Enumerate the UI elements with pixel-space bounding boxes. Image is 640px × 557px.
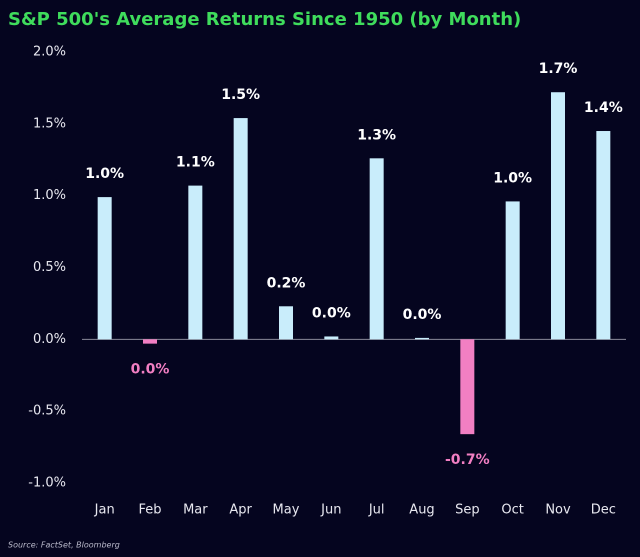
x-tick-label: Sep: [455, 503, 480, 518]
y-tick-label: 2.0%: [33, 45, 66, 60]
value-label: 0.0%: [312, 305, 351, 321]
value-label: 0.0%: [403, 307, 442, 323]
value-label: 1.5%: [221, 87, 260, 103]
y-tick-label: -1.0%: [28, 476, 66, 491]
x-tick-label: Oct: [501, 503, 523, 518]
x-tick-label: Apr: [229, 503, 252, 518]
source-note: Source: FactSet, Bloomberg: [8, 541, 120, 550]
x-tick-label: Aug: [409, 503, 434, 518]
value-label: 1.0%: [493, 170, 532, 186]
x-tick-label: May: [273, 503, 300, 518]
y-tick-label: 0.0%: [33, 332, 66, 347]
value-label: 1.0%: [85, 166, 124, 182]
value-label: -0.7%: [445, 452, 490, 468]
x-tick-label: Mar: [183, 503, 208, 518]
y-tick-label: 1.0%: [33, 188, 66, 203]
y-tick-label: -0.5%: [28, 404, 66, 419]
bar: [279, 306, 293, 340]
y-tick-label: 0.5%: [33, 260, 66, 275]
bar: [188, 185, 203, 340]
bar: [460, 339, 475, 435]
bar: [233, 118, 248, 340]
value-label: 1.3%: [357, 127, 396, 143]
bar: [324, 336, 339, 340]
value-label: 0.0%: [131, 362, 170, 378]
chart-title: S&P 500's Average Returns Since 1950 (by…: [8, 9, 521, 30]
bar: [505, 201, 520, 340]
bar: [596, 131, 611, 340]
value-label: 0.2%: [267, 275, 306, 291]
y-tick-label: 1.5%: [33, 116, 66, 131]
bar: [369, 158, 384, 340]
value-label: 1.7%: [539, 61, 578, 77]
x-tick-label: Jul: [368, 503, 385, 518]
value-label: 1.1%: [176, 155, 215, 171]
x-tick-label: Nov: [545, 503, 571, 518]
x-tick-label: Feb: [138, 503, 161, 518]
bar: [97, 197, 112, 340]
bar: [143, 339, 157, 344]
value-label: 1.4%: [584, 100, 623, 116]
bar: [551, 92, 565, 340]
bar: [415, 337, 429, 340]
x-tick-label: Jan: [94, 503, 115, 518]
x-tick-label: Dec: [591, 503, 616, 518]
x-tick-label: Jun: [320, 503, 341, 518]
